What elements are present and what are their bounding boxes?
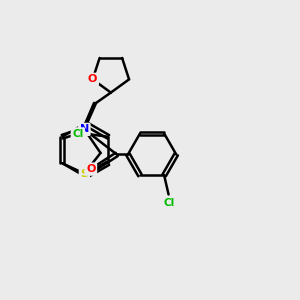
Text: S: S: [80, 169, 88, 178]
Text: O: O: [88, 74, 97, 84]
Text: Cl: Cl: [72, 129, 83, 139]
Text: O: O: [86, 164, 95, 174]
Text: Cl: Cl: [164, 198, 175, 208]
Text: N: N: [80, 124, 89, 134]
